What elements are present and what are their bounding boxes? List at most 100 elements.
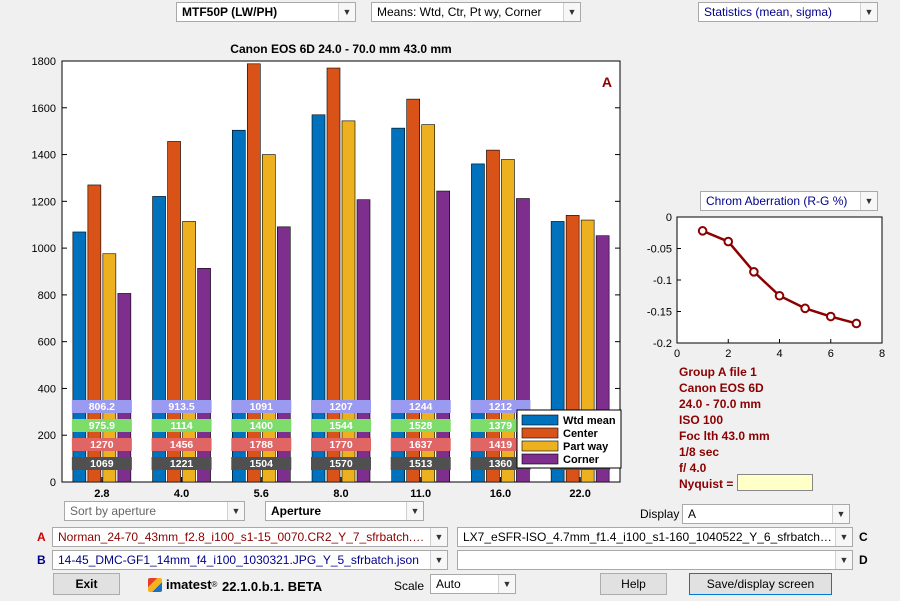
value-label-bg <box>470 400 531 413</box>
file-a-value: Norman_24-70_43mm_f2.8_i100_s1-15_0070.C… <box>58 530 430 544</box>
y-tick-label: 200 <box>38 430 56 442</box>
chevron-down-icon: ▼ <box>430 551 447 569</box>
value-label-bg <box>71 438 132 451</box>
means-select[interactable]: Means: Wtd, Ctr, Pt wy, Corner ▼ <box>371 2 581 22</box>
y-tick-label: 1600 <box>32 103 56 115</box>
x-tick-label: 5.6 <box>254 488 269 498</box>
value-label: 975.9 <box>89 420 115 432</box>
help-button[interactable]: Help <box>600 573 667 595</box>
value-label: 1544 <box>329 420 353 432</box>
bar-part-way <box>421 124 436 483</box>
aperture-select-value: Aperture <box>271 504 322 518</box>
ca-x-tick-label: 6 <box>828 348 834 360</box>
panel-label: A <box>602 74 612 90</box>
value-label: 1788 <box>250 439 274 451</box>
y-tick-label: 800 <box>38 290 56 302</box>
value-label: 1207 <box>329 401 353 413</box>
ca-data-point <box>723 236 734 247</box>
ca-data-point <box>825 311 836 322</box>
bar-center <box>326 67 341 483</box>
sort-select[interactable]: Sort by aperture ▼ <box>64 501 245 521</box>
file-c-select[interactable]: LX7_eSFR-ISO_4.7mm_f1.4_i100_s1-160_1040… <box>457 527 853 547</box>
bar-wtd-mean <box>311 114 326 483</box>
value-label-bg <box>311 457 371 470</box>
y-tick-label: 1000 <box>32 243 56 255</box>
y-tick-label: 1200 <box>32 196 56 208</box>
value-label-bg <box>470 438 531 451</box>
logo-text: imatest <box>166 577 212 592</box>
value-label-bg <box>390 400 451 413</box>
value-label-bg <box>311 400 371 413</box>
scale-select[interactable]: Auto ▼ <box>430 574 516 594</box>
chevron-down-icon: ▼ <box>835 551 852 569</box>
info-shutter: 1/8 sec <box>679 445 720 459</box>
info-fnumber: f/ 4.0 <box>679 461 707 475</box>
bar-corner <box>117 293 132 483</box>
value-label: 1456 <box>170 439 194 451</box>
imatest-logo: imatest ® <box>148 577 217 592</box>
info-lens: 24.0 - 70.0 mm <box>679 397 762 411</box>
chrom-select[interactable]: Chrom Aberration (R-G %) ▼ <box>700 191 878 211</box>
nyquist-label: Nyquist = <box>679 477 734 491</box>
x-tick-label: 8.0 <box>333 488 348 498</box>
bar-center <box>246 63 261 483</box>
file-d-select[interactable]: ▼ <box>457 550 853 570</box>
legend-swatch <box>521 427 559 439</box>
info-group: Group A file 1 <box>679 365 757 379</box>
bar-wtd-mean <box>471 163 485 483</box>
metric-select[interactable]: MTF50P (LW/PH) ▼ <box>176 2 356 22</box>
ca-x-tick-label: 2 <box>725 348 731 360</box>
ca-y-tick-label: 0 <box>666 212 672 224</box>
value-label: 1637 <box>409 439 433 451</box>
display-select-value: A <box>688 507 697 521</box>
display-select[interactable]: A ▼ <box>682 504 850 524</box>
value-label-bg <box>231 400 292 413</box>
chevron-down-icon: ▼ <box>430 528 447 546</box>
legend-label: Center <box>563 428 599 440</box>
bar-corner <box>276 226 291 483</box>
stats-select[interactable]: Statistics (mean, sigma) ▼ <box>698 2 878 22</box>
exit-button[interactable]: Exit <box>53 573 120 595</box>
value-label-bg <box>470 419 531 432</box>
value-label: 1528 <box>409 420 433 432</box>
file-c-value: LX7_eSFR-ISO_4.7mm_f1.4_i100_s1-160_1040… <box>463 530 835 544</box>
aperture-select[interactable]: Aperture ▼ <box>265 501 424 521</box>
value-label: 1570 <box>329 458 353 470</box>
scale-select-value: Auto <box>436 577 461 591</box>
nyquist-field[interactable] <box>737 474 813 491</box>
logo-icon <box>148 577 162 592</box>
bar-center <box>406 98 421 483</box>
value-label-bg <box>390 438 451 451</box>
value-label-bg <box>71 419 132 432</box>
legend-label: Part way <box>563 441 609 453</box>
value-label-bg <box>311 419 371 432</box>
value-label: 1270 <box>90 439 114 451</box>
save-display-button[interactable]: Save/display screen <box>689 573 832 595</box>
ca-data-point <box>851 318 862 329</box>
bar-part-way <box>182 221 196 483</box>
ca-x-tick-label: 4 <box>776 348 782 360</box>
bar-wtd-mean <box>391 127 406 483</box>
value-label-bg <box>311 438 371 451</box>
metric-select-value: MTF50P (LW/PH) <box>182 5 278 19</box>
info-camera: Canon EOS 6D <box>679 381 764 395</box>
y-tick-label: 600 <box>38 337 56 349</box>
value-label: 1419 <box>489 439 513 451</box>
value-label: 1091 <box>250 401 274 413</box>
bar-center <box>87 184 102 483</box>
bar-center <box>486 149 500 483</box>
bar-wtd-mean <box>231 129 246 483</box>
value-label-bg <box>390 419 451 432</box>
value-label: 1504 <box>250 458 274 470</box>
x-tick-label: 22.0 <box>569 488 590 498</box>
file-d-label: D <box>859 553 868 567</box>
file-a-label: A <box>37 530 46 544</box>
ca-data-point <box>774 290 785 301</box>
y-tick-label: 0 <box>50 477 56 489</box>
scale-label: Scale <box>394 579 425 593</box>
value-label: 1360 <box>489 458 513 470</box>
file-b-select[interactable]: 14-45_DMC-GF1_14mm_f4_i100_1030321.JPG_Y… <box>52 550 448 570</box>
chevron-down-icon: ▼ <box>860 192 877 210</box>
file-a-select[interactable]: Norman_24-70_43mm_f2.8_i100_s1-15_0070.C… <box>52 527 448 547</box>
